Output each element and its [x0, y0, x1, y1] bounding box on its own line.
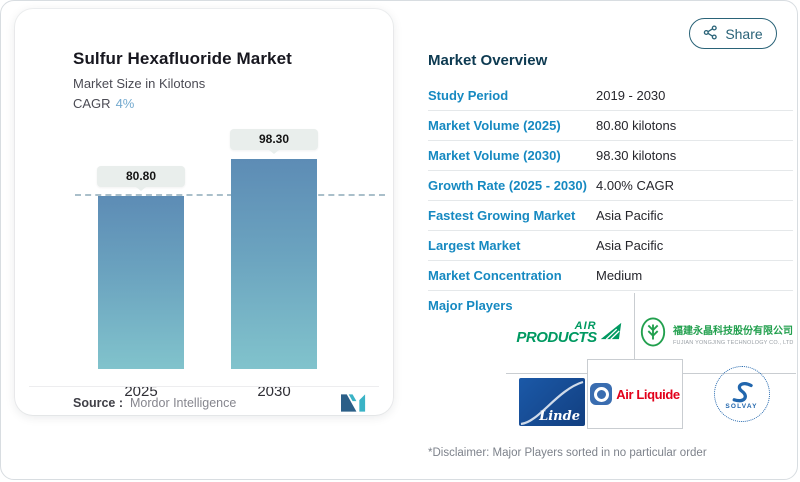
x-axis-label-2030: 2030 — [257, 383, 291, 400]
cagr-value: 4% — [115, 96, 135, 111]
bar-2025 — [98, 196, 184, 369]
row-value: 98.30 kilotons — [596, 148, 677, 163]
grid-divider-vertical — [634, 293, 635, 373]
share-icon — [703, 24, 718, 43]
share-button[interactable]: Share — [689, 18, 777, 49]
yongjing-wordmark: 福建永晶科技股份有限公司 FUJIAN YONGJING TECHNOLOGY … — [673, 326, 794, 346]
chart-title: Sulfur Hexafluoride Market — [73, 49, 292, 68]
linde-wordmark: Linde — [539, 409, 580, 424]
linde-logo: Linde — [519, 378, 585, 426]
fujian-yongjing-logo: 福建永晶科技股份有限公司 FUJIAN YONGJING TECHNOLOGY … — [639, 303, 796, 365]
air-liquide-wordmark: Air Liquide — [616, 386, 680, 402]
air-products-wordmark: AIR PRODUCTS — [516, 319, 597, 347]
solvay-emblem-icon: SOLVAY — [713, 366, 770, 422]
row-label: Market Volume (2030) — [428, 148, 561, 163]
bar-value-label-2025: 80.80 — [97, 166, 185, 192]
bar-chart: 80.80 2025 98.30 2030 — [15, 129, 393, 400]
row-label: Market Concentration — [428, 268, 562, 283]
chart-card: Sulfur Hexafluoride Market Market Size i… — [15, 9, 393, 415]
row-label: Market Volume (2025) — [428, 118, 561, 133]
solvay-logo: SOLVAY — [687, 359, 796, 429]
x-axis-label-2025: 2025 — [124, 383, 158, 400]
row-value: 80.80 kilotons — [596, 118, 677, 133]
market-overview-table: Study Period 2019 - 2030 Market Volume (… — [428, 81, 793, 291]
air-products-logo: AIR PRODUCTS — [506, 305, 632, 361]
market-overview-heading: Market Overview — [428, 52, 548, 69]
major-players-label: Major Players — [428, 298, 513, 313]
air-products-mark-icon — [600, 321, 622, 346]
mordor-intelligence-logo-icon — [341, 394, 368, 417]
table-row: Market Concentration Medium — [428, 261, 793, 291]
cagr-label: CAGR — [73, 96, 111, 111]
table-row: Growth Rate (2025 - 2030) 4.00% CAGR — [428, 171, 793, 201]
table-row: Fastest Growing Market Asia Pacific — [428, 201, 793, 231]
major-players-grid: AIR PRODUCTS 福建永晶科技股份有限公司 FUJIAN YONGJIN… — [506, 293, 796, 438]
share-button-label: Share — [725, 25, 763, 42]
table-row: Market Volume (2030) 98.30 kilotons — [428, 141, 793, 171]
row-value: Asia Pacific — [596, 238, 664, 253]
yongjing-emblem-icon — [639, 316, 667, 353]
bar-2030 — [231, 159, 317, 369]
solvay-wordmark: SOLVAY — [725, 402, 758, 410]
chart-header: Sulfur Hexafluoride Market Market Size i… — [73, 49, 292, 111]
table-row: Study Period 2019 - 2030 — [428, 81, 793, 111]
row-label: Study Period — [428, 88, 509, 103]
air-liquide-emblem-icon — [590, 383, 613, 405]
cagr-line: CAGR 4% — [73, 96, 292, 111]
source-divider — [29, 386, 379, 387]
source-label: Source : — [73, 396, 124, 410]
disclaimer-text: *Disclaimer: Major Players sorted in no … — [428, 447, 707, 459]
source-value: Mordor Intelligence — [130, 396, 237, 410]
bar-value-label-2030: 98.30 — [230, 129, 318, 154]
air-liquide-logo: Air Liquide — [587, 359, 683, 429]
table-row: Largest Market Asia Pacific — [428, 231, 793, 261]
row-value: 4.00% CAGR — [596, 178, 675, 193]
row-label: Largest Market — [428, 238, 521, 253]
chart-subtitle: Market Size in Kilotons — [73, 76, 206, 91]
table-row: Market Volume (2025) 80.80 kilotons — [428, 111, 793, 141]
row-value: 2019 - 2030 — [596, 88, 666, 103]
row-value: Asia Pacific — [596, 208, 664, 223]
row-value: Medium — [596, 268, 643, 283]
reference-dashed-line — [75, 194, 385, 197]
row-label: Growth Rate (2025 - 2030) — [428, 178, 587, 193]
row-label: Fastest Growing Market — [428, 208, 576, 223]
source-row: Source : Mordor Intelligence — [73, 396, 236, 410]
